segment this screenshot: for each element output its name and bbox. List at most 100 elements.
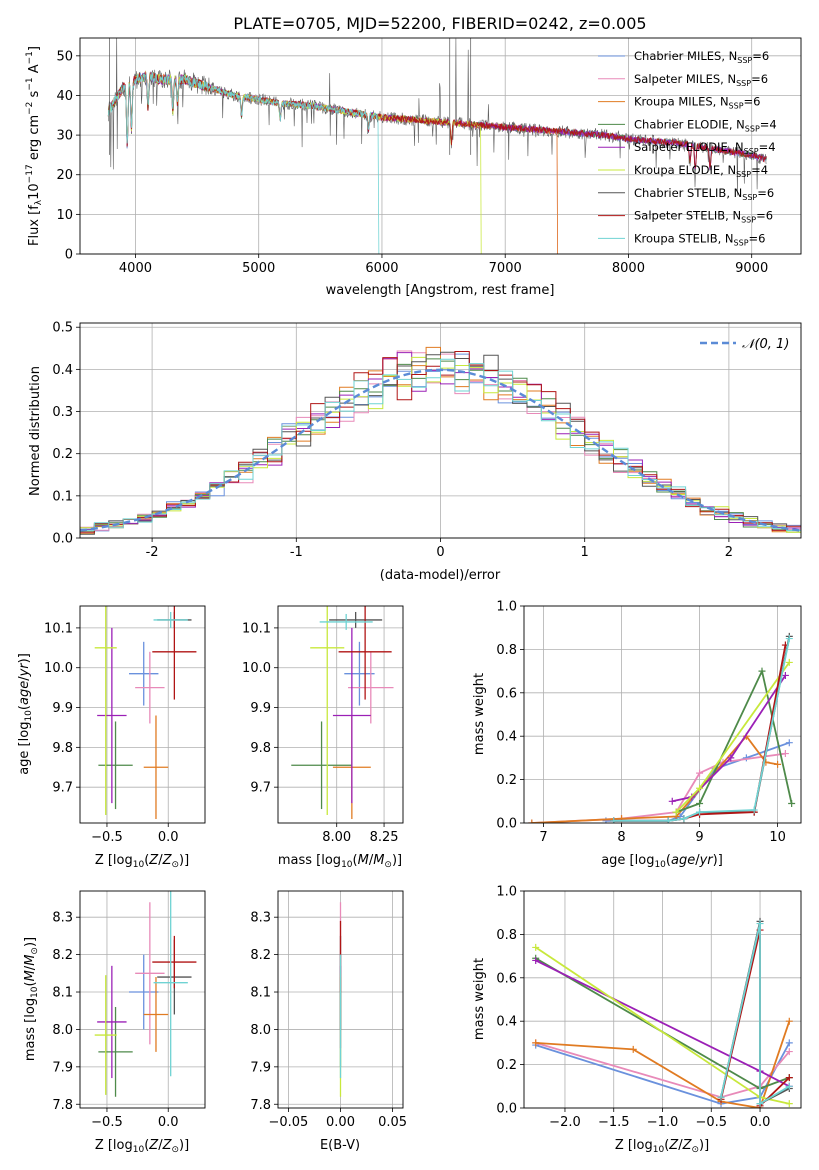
x-tick-label: 0.0 — [158, 1115, 179, 1130]
y-tick-label: 0 — [65, 248, 73, 263]
mw-age-marker — [680, 815, 688, 823]
mw-age-marker — [785, 658, 793, 666]
y-tick-label: 8.0 — [250, 1023, 271, 1038]
y-tick-label: 7.9 — [250, 1060, 271, 1075]
y-tick-label: 8.2 — [250, 948, 271, 963]
x-tick-label: 8000 — [612, 261, 645, 276]
x-tick-label: -1 — [290, 545, 303, 560]
mw-Z-marker — [532, 1039, 540, 1047]
mw-age-marker — [696, 808, 704, 816]
x-tick-label: 0.0 — [158, 830, 179, 845]
y-tick-label: 0.3 — [52, 405, 73, 420]
y-tick-label: 0.0 — [52, 532, 73, 547]
mwAge-y-label: mass weight — [472, 673, 487, 755]
y-tick-label: 8.1 — [250, 986, 271, 1001]
mw-Z-marker — [785, 1039, 793, 1047]
hist-y-label: Normed distribution — [28, 366, 43, 496]
mw-Z-marker — [756, 920, 764, 928]
x-tick-label: 10 — [769, 830, 786, 845]
y-tick-label: 10.1 — [44, 621, 73, 636]
mw-age-marker — [664, 817, 672, 823]
legend-label: Chabrier ELODIE, NSSP=4 — [634, 117, 777, 133]
y-tick-label: 0.4 — [496, 1015, 517, 1030]
mw-age-marker — [788, 799, 796, 807]
spectrum-line-8 — [107, 72, 380, 254]
normal-curve — [80, 368, 801, 532]
mw-Z-line-8 — [720, 923, 790, 1106]
y-tick-label: 0.2 — [496, 773, 517, 788]
y-tick-label: 7.9 — [52, 1060, 73, 1075]
y-tick-label: 0.4 — [52, 363, 73, 378]
y-tick-label: 0.2 — [52, 447, 73, 462]
mw-Z-marker — [717, 1093, 725, 1101]
panel-age_vs_Z: −0.5 0.0 9.7 9.8 9.9 10.0 10.1 — [44, 605, 206, 845]
x-tick-label: 4000 — [119, 261, 152, 276]
legend-label: Salpeter STELIB, NSSP=6 — [634, 209, 773, 225]
spectrum-y-label: Flux [fλ10−17 erg cm−2 s−1 A−1] — [25, 46, 44, 246]
x-tick-label: 8.25 — [370, 830, 399, 845]
x-tick-label: −0.5 — [91, 1115, 123, 1130]
mw-Z-marker — [785, 1082, 793, 1090]
y-tick-label: 9.8 — [52, 741, 73, 756]
y-tick-label: 9.7 — [52, 781, 73, 796]
ageMass-x-label: mass [log10(M/M⊙)] — [278, 853, 402, 870]
mw-age-marker — [727, 754, 735, 762]
y-tick-label: 0.6 — [496, 686, 517, 701]
axes-frame — [277, 890, 404, 1109]
mw-Z-line-1 — [535, 1042, 790, 1099]
axes-frame — [79, 890, 206, 1109]
axes-frame — [79, 37, 802, 255]
plot-area — [291, 606, 394, 820]
y-tick-label: 0.8 — [496, 928, 517, 943]
panel-mass_vs_Z: −0.5 0.0 7.8 7.9 8.0 8.1 8.2 8.3 — [52, 890, 206, 1130]
mw-age-line-8 — [613, 638, 791, 822]
hist-step-6 — [80, 351, 801, 535]
hist-step-8 — [80, 358, 801, 531]
x-tick-label: 0.00 — [326, 1115, 355, 1130]
x-tick-label: 9000 — [735, 261, 768, 276]
x-tick-label: 0 — [436, 545, 444, 560]
massZ-x-label: Z [log10(Z/Z⊙)] — [95, 1138, 189, 1155]
x-tick-label: 0.05 — [378, 1115, 407, 1130]
legend-label: Kroupa ELODIE, NSSP=4 — [634, 163, 768, 179]
mw-age-marker — [750, 806, 758, 814]
y-tick-label: 0.4 — [496, 730, 517, 745]
y-tick-label: 10.0 — [44, 661, 73, 676]
mwZ-x-label: Z [log10(Z/Z⊙)] — [615, 1138, 709, 1155]
plot-area — [532, 917, 793, 1108]
x-tick-label: 7000 — [489, 261, 522, 276]
y-tick-label: 0.0 — [496, 1102, 517, 1117]
mw-age-line-4 — [672, 674, 787, 803]
panel-mass_vs_ebv: −0.05 0.00 0.05 7.8 7.9 8.0 8.1 8.2 8.3 — [250, 890, 407, 1130]
hist-x-label: (data-model)/error — [380, 568, 501, 583]
y-tick-label: 9.9 — [52, 701, 73, 716]
y-tick-label: 40 — [56, 89, 73, 104]
legend-label: Chabrier MILES, NSSP=6 — [634, 49, 769, 65]
mw-age-marker — [602, 817, 610, 823]
mw-Z-marker — [532, 943, 540, 951]
y-tick-label: 50 — [56, 49, 73, 64]
mw-Z-marker — [785, 1017, 793, 1025]
mw-Z-marker — [785, 1100, 793, 1108]
y-tick-label: 0.6 — [496, 971, 517, 986]
mw-age-marker — [774, 760, 782, 768]
mw-age-marker — [781, 750, 789, 758]
panel-age_vs_mass: 8.00 8.25 9.7 9.8 9.9 10.0 10.1 — [242, 605, 404, 845]
ebv-x-label: E(B-V) — [320, 1138, 360, 1153]
axes-frame — [523, 605, 802, 824]
mw-age-marker — [785, 739, 793, 747]
x-tick-label: −1.5 — [598, 1115, 630, 1130]
x-tick-label: 9 — [695, 830, 703, 845]
y-tick-label: 20 — [56, 168, 73, 183]
mw-age-line-3 — [675, 668, 793, 813]
x-tick-label: −2.0 — [549, 1115, 581, 1130]
mw-age-marker — [696, 769, 704, 777]
legend-label: Chabrier STELIB, NSSP=6 — [634, 186, 774, 202]
x-tick-label: 6000 — [365, 261, 398, 276]
y-tick-label: 1.0 — [496, 885, 517, 900]
mw-Z-marker — [785, 1074, 793, 1082]
axes-frame — [523, 890, 802, 1109]
mw-age-marker — [668, 797, 676, 805]
ageZ-x-label: Z [log10(Z/Z⊙)] — [95, 853, 189, 870]
